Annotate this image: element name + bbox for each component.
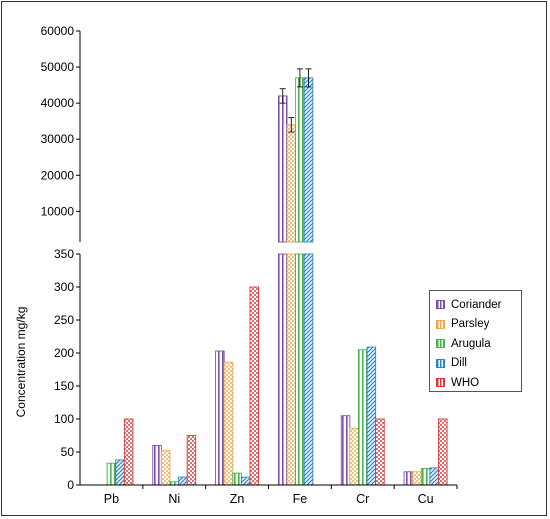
bar-who-zn: [249, 286, 260, 486]
legend-label: WHO: [451, 376, 480, 389]
bar-who-pb: [123, 418, 134, 486]
bar-dill-fe-upper: [303, 77, 314, 243]
lower-tick-label: 150: [54, 379, 74, 393]
lower-tick-label: 200: [54, 346, 74, 360]
bar-dill-cr: [366, 346, 377, 486]
bar-parsley-zn: [223, 361, 234, 486]
lower-tick-label: 250: [54, 313, 74, 327]
legend-label: Coriander: [451, 298, 502, 311]
legend-swatch: [436, 339, 445, 349]
y-axis-label: Concentration mg/kg: [14, 307, 28, 418]
bar-parsley-fe-lower: [286, 253, 297, 486]
lower-tick-label: 100: [54, 412, 74, 426]
bar-coriander-zn: [215, 350, 225, 486]
bar-parsley-cu: [412, 471, 422, 486]
bar-who-cu: [438, 418, 448, 486]
legend-item: Arugula: [436, 334, 521, 354]
bar-coriander-fe-upper: [277, 95, 288, 243]
x-tick-label: Pb: [104, 492, 119, 506]
upper-tick-label: 40000: [41, 96, 75, 110]
bar-parsley-cr: [349, 427, 359, 486]
bar-who-ni: [186, 435, 197, 486]
upper-tick-label: 20000: [41, 168, 75, 182]
legend-swatch: [436, 378, 445, 388]
x-tick-label: Zn: [230, 492, 245, 506]
upper-tick-label: 60000: [41, 24, 75, 38]
upper-tick-label: 10000: [41, 204, 75, 218]
bar-coriander-cr: [340, 415, 351, 486]
bar-coriander-cu: [403, 471, 414, 486]
legend-swatch: [436, 358, 445, 368]
bar-arugula-fe-upper: [295, 77, 305, 243]
bar-coriander-ni: [152, 444, 162, 486]
bar-who-cr: [375, 418, 385, 486]
bar-dill-fe-lower: [303, 253, 314, 486]
bar-parsley-ni: [160, 450, 171, 486]
legend-item: Dill: [436, 354, 521, 374]
x-tick-label: Cr: [356, 492, 369, 506]
bar-arugula-pb: [106, 462, 117, 486]
legend-label: Parsley: [451, 318, 490, 331]
legend-item: Coriander: [436, 295, 521, 315]
lower-tick-label: 0: [67, 478, 74, 492]
bar-arugula-fe-lower: [295, 253, 305, 486]
legend-label: Arugula: [451, 337, 491, 350]
bar-arugula-cu: [420, 468, 431, 486]
lower-tick-label: 50: [61, 445, 75, 459]
x-tick-label: Ni: [168, 492, 180, 506]
upper-tick-label: 30000: [41, 132, 75, 146]
x-tick-label: Fe: [293, 492, 308, 506]
lower-tick-label: 350: [54, 247, 74, 261]
bar-coriander-fe-lower: [277, 253, 288, 486]
bar-dill-zn: [240, 476, 251, 486]
bar-dill-pb: [115, 459, 125, 486]
bar-dill-ni: [178, 476, 188, 486]
bar-arugula-cr: [358, 349, 368, 486]
upper-tick-label: 50000: [41, 60, 75, 74]
legend-item: Parsley: [436, 315, 521, 335]
lower-tick-label: 300: [54, 280, 74, 294]
legend-swatch: [436, 300, 445, 310]
legend: Coriander Parsley Arugula Dill WHO: [429, 290, 522, 392]
legend-swatch: [436, 319, 445, 329]
bar-dill-cu: [429, 467, 439, 486]
legend-label: Dill: [451, 357, 467, 370]
bar-arugula-zn: [232, 472, 242, 486]
x-tick-label: Cu: [418, 492, 434, 506]
legend-item: WHO: [436, 373, 521, 393]
bar-parsley-fe-upper: [286, 124, 297, 243]
